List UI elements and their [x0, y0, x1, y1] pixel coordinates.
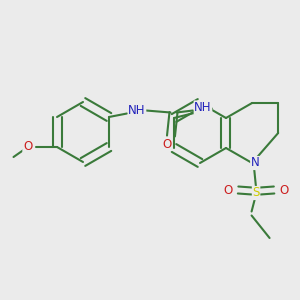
Text: NH: NH: [128, 104, 146, 117]
Text: NH: NH: [194, 101, 212, 114]
Text: N: N: [251, 157, 260, 169]
Text: O: O: [224, 184, 233, 196]
Text: S: S: [252, 187, 260, 200]
Text: O: O: [280, 184, 289, 196]
Text: O: O: [162, 137, 172, 151]
Text: O: O: [23, 140, 32, 154]
